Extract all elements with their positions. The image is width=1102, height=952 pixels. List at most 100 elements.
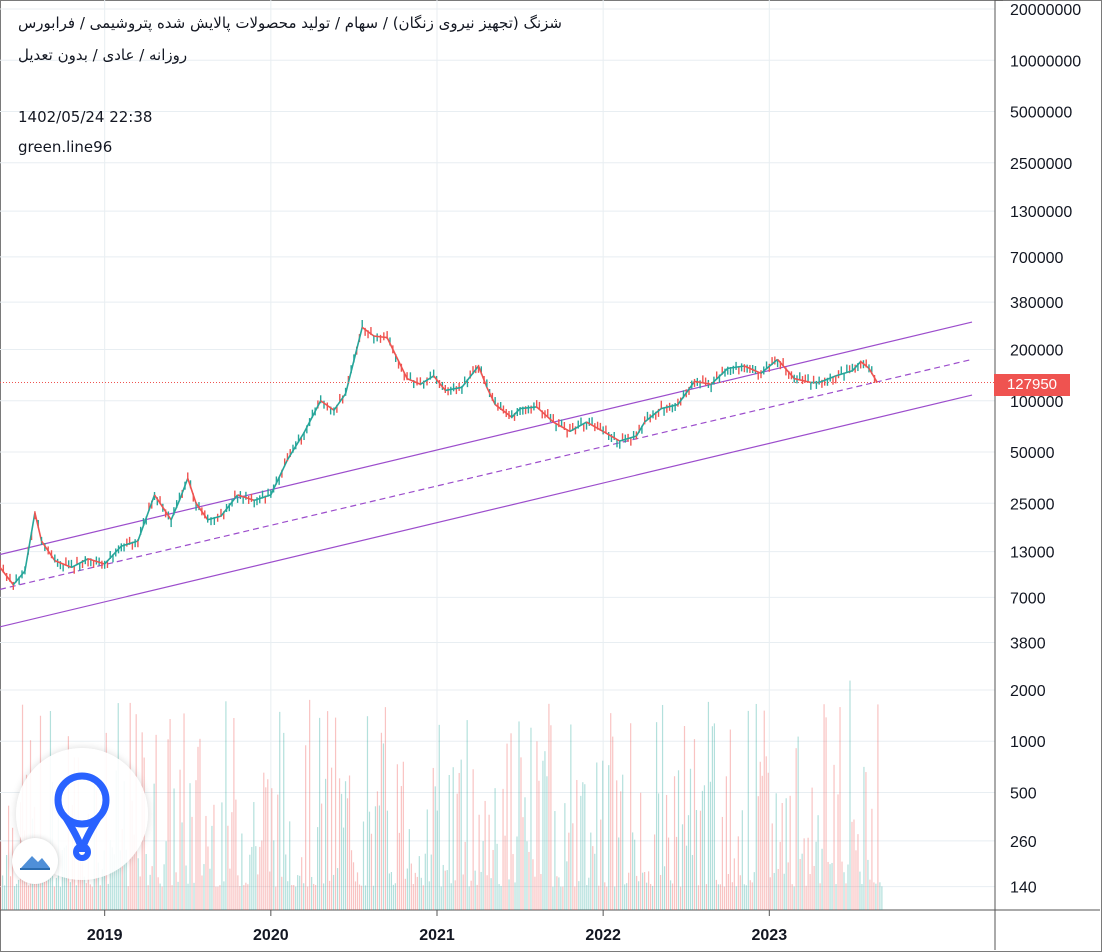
volume-bar — [149, 874, 151, 910]
volume-bar — [468, 886, 470, 910]
volume-bar — [863, 766, 865, 910]
volume-bar — [584, 784, 586, 910]
volume-bar — [171, 885, 173, 910]
volume-bar — [797, 736, 799, 910]
price-segment — [552, 421, 571, 433]
volume-bar — [466, 720, 468, 910]
volume-bar — [558, 877, 560, 910]
volume-bar — [761, 775, 763, 910]
volume-bar — [594, 853, 596, 910]
volume-bar — [412, 884, 414, 910]
mountain-cloud-icon — [20, 856, 50, 870]
volume-bar — [289, 821, 291, 910]
volume-bar — [97, 862, 99, 910]
volume-bar — [434, 786, 436, 910]
volume-bar — [817, 815, 819, 910]
y-tick-label: 7000 — [1010, 590, 1046, 607]
volume-bar — [464, 841, 466, 910]
volume-bar — [155, 734, 157, 910]
volume-bar — [378, 805, 381, 910]
volume-bar — [845, 883, 847, 910]
price-segment — [237, 494, 255, 502]
volume-bar — [839, 707, 841, 910]
volume-bar — [432, 767, 434, 910]
price-segment — [186, 478, 197, 504]
price-segment — [270, 459, 289, 496]
price-segment — [661, 403, 679, 410]
volume-bar — [803, 838, 805, 910]
volume-bar — [197, 746, 199, 910]
volume-bar — [103, 850, 105, 910]
price-segment — [710, 367, 729, 385]
volume-bar — [187, 883, 189, 910]
price-segment — [12, 570, 26, 586]
volume-bar — [665, 794, 668, 910]
volume-bar — [9, 876, 12, 910]
price-segment — [54, 559, 72, 569]
volume-bar — [233, 718, 235, 910]
volume-bar — [490, 878, 492, 910]
volume-bar — [153, 783, 155, 910]
volume-bar — [877, 704, 879, 910]
volume-bar — [873, 882, 875, 910]
volume-bar — [203, 864, 205, 910]
volume-bar — [414, 872, 416, 910]
volume-bar — [269, 871, 271, 910]
volume-bar — [837, 794, 839, 910]
volume-bar — [813, 865, 815, 910]
volume-bar — [442, 864, 444, 910]
y-tick-label: 500 — [1010, 785, 1037, 802]
volume-bar — [663, 866, 666, 910]
price-segment — [170, 500, 181, 521]
volume-bar — [83, 876, 85, 910]
volume-bar — [865, 772, 867, 910]
volume-bar — [757, 796, 759, 910]
volume-bar — [159, 883, 161, 910]
volume-bar — [799, 858, 801, 910]
volume-bar — [364, 885, 367, 910]
volume-bar — [789, 795, 791, 910]
volume-bar — [193, 882, 195, 910]
volume-bar — [348, 775, 351, 910]
volume-bar — [574, 886, 576, 910]
volume-bar — [683, 726, 686, 910]
volume-bar — [165, 841, 167, 910]
volume-bar — [47, 872, 50, 910]
volume-bar — [566, 861, 568, 910]
volume-bar — [564, 803, 566, 910]
volume-bar — [317, 827, 319, 910]
volume-bar — [422, 885, 424, 910]
volume-bar — [386, 810, 389, 910]
volume-bar — [576, 779, 578, 910]
volume-bar — [241, 833, 243, 910]
volume-bar — [741, 810, 743, 910]
volume-bar — [328, 880, 331, 910]
volume-bar — [642, 872, 644, 910]
volume-bar — [340, 793, 343, 910]
volume-bar — [356, 872, 359, 910]
volume-bar — [325, 778, 327, 910]
volume-bar — [448, 774, 450, 910]
y-tick-label: 2500000 — [1010, 156, 1072, 173]
volume-bar — [522, 817, 524, 910]
volume-bar — [127, 886, 129, 910]
volume-bar — [257, 874, 259, 910]
volume-bar — [805, 885, 807, 910]
volume-bar — [626, 883, 628, 910]
volume-bar — [85, 883, 87, 910]
price-segment — [868, 367, 878, 383]
volume-bar — [299, 875, 301, 910]
volume-bar — [326, 711, 329, 910]
volume-bar — [582, 782, 584, 910]
volume-bar — [474, 870, 476, 910]
volume-bar — [382, 743, 385, 910]
volume-bar — [841, 861, 843, 910]
volume-bar — [482, 841, 484, 910]
volume-bar — [667, 837, 670, 910]
volume-bar — [857, 834, 859, 910]
volume-bar — [524, 797, 526, 910]
volume-bar — [669, 880, 672, 910]
price-segment — [794, 377, 812, 384]
volume-bar — [456, 793, 458, 910]
